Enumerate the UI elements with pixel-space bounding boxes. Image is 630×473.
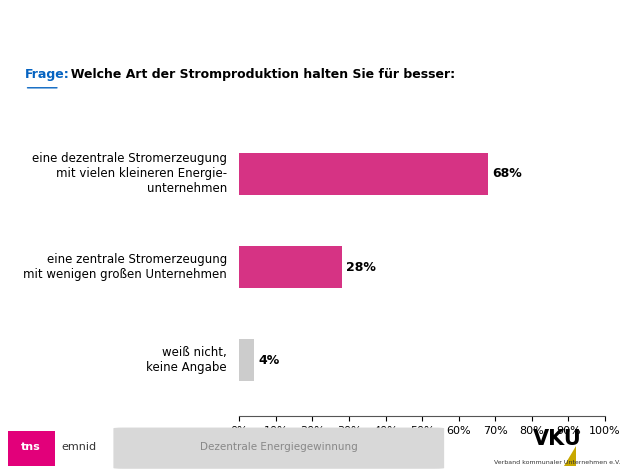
FancyBboxPatch shape [113,428,444,469]
Bar [239,339,254,381]
Text: Präferierte Art der Stromproduktion: Präferierte Art der Stromproduktion [115,19,515,38]
Text: weiß nicht,
keine Angabe: weiß nicht, keine Angabe [146,346,227,374]
Text: tns: tns [21,442,41,452]
Text: VKU: VKU [533,429,582,449]
Text: 68%: 68% [492,167,522,180]
Text: eine zentrale Stromerzeugung
mit wenigen großen Unternehmen: eine zentrale Stromerzeugung mit wenigen… [23,253,227,281]
Text: 4%: 4% [258,354,280,367]
Text: Frage:: Frage: [25,69,69,81]
Bar [239,153,488,195]
Text: Welche Art der Stromproduktion halten Sie für besser:: Welche Art der Stromproduktion halten Si… [62,69,455,81]
Text: 28%: 28% [346,261,376,273]
Text: eine dezentrale Stromerzeugung
mit vielen kleineren Energie-
unternehmen: eine dezentrale Stromerzeugung mit viele… [32,152,227,195]
FancyBboxPatch shape [8,431,55,465]
Text: Dezentrale Energiegewinnung: Dezentrale Energiegewinnung [200,442,357,452]
Text: emnid: emnid [62,442,97,452]
Bar [239,246,341,288]
Polygon shape [564,446,576,465]
Text: Verband kommunaler Unternehmen e.V.: Verband kommunaler Unternehmen e.V. [495,460,621,464]
